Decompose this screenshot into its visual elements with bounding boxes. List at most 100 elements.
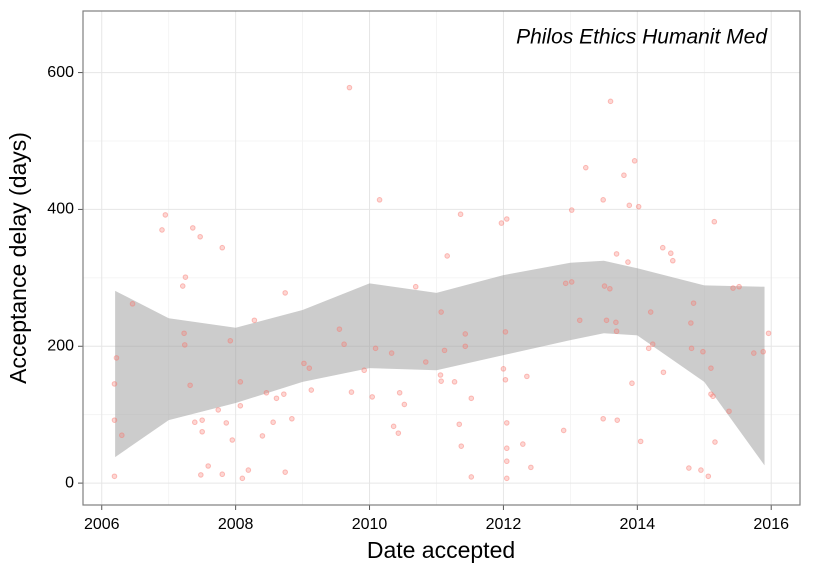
point	[607, 285, 613, 292]
point	[456, 421, 463, 428]
x-tick-label: 2014	[620, 516, 656, 533]
point	[199, 428, 205, 435]
x-tick-label: 2010	[352, 516, 388, 533]
point	[237, 402, 244, 409]
point	[306, 365, 313, 371]
point	[607, 98, 614, 105]
point	[159, 227, 165, 233]
point	[438, 378, 444, 384]
point	[215, 407, 222, 413]
point	[308, 387, 315, 393]
point	[361, 367, 367, 374]
point	[667, 250, 674, 257]
point	[182, 274, 189, 280]
point	[613, 328, 620, 335]
y-tick-label: 400	[47, 201, 74, 218]
plot-panel	[83, 11, 800, 505]
point	[111, 381, 118, 387]
point	[562, 280, 569, 287]
point	[282, 290, 288, 296]
point	[700, 348, 706, 355]
point	[388, 350, 395, 356]
point	[576, 317, 583, 324]
point	[524, 373, 530, 380]
point	[503, 445, 510, 452]
point	[730, 285, 736, 291]
point	[688, 345, 695, 352]
point	[237, 379, 244, 385]
point	[441, 347, 448, 354]
point	[736, 283, 742, 290]
y-tick-label: 600	[47, 64, 74, 81]
point	[690, 300, 697, 306]
point	[711, 218, 718, 225]
point	[600, 197, 606, 203]
point	[273, 395, 280, 402]
point	[462, 343, 469, 350]
point	[502, 329, 509, 335]
point	[670, 257, 676, 264]
point	[468, 395, 475, 402]
point	[626, 202, 633, 209]
point	[179, 283, 186, 289]
point	[660, 369, 667, 376]
point	[601, 283, 608, 289]
point	[603, 317, 610, 324]
point	[119, 432, 125, 439]
x-tick-label: 2012	[486, 516, 522, 533]
point	[637, 438, 644, 445]
point	[751, 350, 757, 356]
point	[251, 317, 258, 324]
point	[498, 220, 505, 226]
point	[760, 348, 766, 355]
point	[263, 389, 270, 396]
point	[631, 158, 638, 164]
point	[372, 345, 379, 352]
point	[625, 259, 631, 265]
point	[468, 474, 475, 480]
point	[712, 439, 718, 445]
point	[635, 203, 642, 210]
point	[348, 389, 355, 395]
point	[395, 430, 402, 436]
point	[111, 473, 118, 480]
point	[621, 172, 627, 179]
y-axis-title: Acceptance delay (days)	[5, 132, 31, 384]
point	[412, 283, 419, 290]
point	[705, 473, 712, 480]
point	[199, 417, 205, 423]
point	[500, 366, 507, 372]
point	[502, 376, 509, 383]
point	[708, 391, 714, 397]
point	[726, 408, 732, 415]
point	[129, 301, 136, 307]
point	[369, 394, 376, 400]
point	[600, 415, 606, 422]
point	[649, 341, 656, 348]
point	[568, 207, 575, 213]
x-tick-label: 2016	[753, 516, 789, 533]
point	[765, 330, 772, 337]
point	[281, 391, 287, 397]
point	[227, 337, 234, 344]
point	[614, 417, 621, 423]
point	[229, 437, 236, 443]
point	[223, 420, 230, 426]
point	[528, 464, 534, 471]
point	[647, 309, 654, 315]
point	[239, 475, 246, 482]
point	[205, 463, 211, 469]
point	[245, 467, 252, 473]
point	[503, 475, 510, 482]
point	[301, 360, 307, 367]
point	[376, 197, 383, 203]
point	[346, 84, 353, 91]
x-tick-label: 2006	[84, 516, 120, 533]
point	[645, 345, 652, 352]
point	[390, 423, 397, 430]
point	[708, 365, 714, 371]
point	[629, 380, 635, 387]
point	[282, 469, 288, 475]
point	[698, 467, 704, 473]
